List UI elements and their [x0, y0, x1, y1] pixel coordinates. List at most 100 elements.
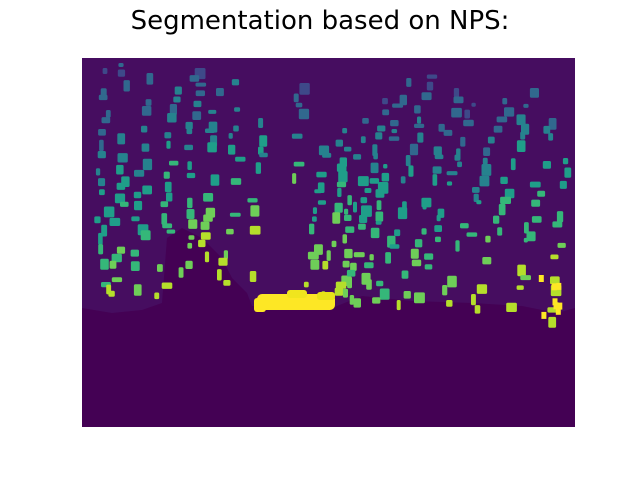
segment-blob — [396, 300, 401, 311]
segment-blob — [436, 214, 441, 222]
segment-blob — [424, 253, 434, 260]
segment-blob — [141, 106, 152, 116]
segment-blob — [161, 213, 168, 225]
segment-blob — [108, 290, 115, 297]
segmentation-image — [82, 58, 575, 427]
segment-blob — [133, 284, 142, 296]
segment-blob — [350, 262, 357, 271]
segment-blob — [476, 200, 482, 205]
segment-blob — [421, 228, 427, 235]
segment-blob — [375, 132, 383, 140]
segment-blob — [414, 105, 421, 114]
segment-blob — [134, 169, 145, 177]
segment-blob — [410, 248, 419, 259]
segment-blob — [342, 260, 350, 268]
segment-blob — [414, 239, 423, 248]
segment-blob — [344, 214, 352, 221]
segment-blob — [116, 164, 124, 175]
segment-blob — [291, 133, 303, 139]
segment-blob — [389, 244, 400, 249]
segment-blob — [353, 298, 361, 308]
segment-blob — [399, 94, 407, 106]
segment-blob — [502, 98, 508, 105]
segment-blob — [216, 88, 224, 97]
segment-blob — [98, 129, 106, 136]
segment-blob — [446, 171, 458, 176]
segment-blob — [353, 252, 365, 258]
segment-blob — [117, 69, 126, 77]
segment-blob — [497, 227, 503, 236]
wall-region — [82, 58, 575, 313]
segment-blob — [166, 229, 176, 234]
segment-blob — [318, 145, 330, 156]
segment-blob — [223, 280, 231, 286]
segment-blob — [169, 104, 177, 115]
segment-blob — [198, 239, 206, 248]
segment-blob — [373, 152, 378, 160]
segment-blob — [334, 287, 344, 296]
segment-blob — [292, 173, 297, 184]
segment-blob — [454, 154, 461, 161]
segment-blob — [111, 253, 122, 263]
segment-blob — [94, 216, 101, 224]
segment-blob — [188, 219, 198, 229]
segment-blob — [524, 222, 529, 234]
segment-blob — [510, 158, 516, 171]
segment-blob — [451, 107, 462, 118]
segment-blob — [314, 189, 322, 194]
segment-blob — [397, 207, 408, 220]
segment-blob — [98, 178, 106, 187]
segment-blob — [543, 125, 551, 134]
segment-blob — [116, 246, 126, 254]
segment-blob — [99, 139, 104, 152]
segment-blob — [516, 140, 526, 152]
segment-blob — [164, 181, 172, 193]
segment-blob — [472, 187, 480, 193]
segment-blob — [101, 117, 111, 124]
segment-blob — [455, 240, 460, 252]
segment-blob — [556, 282, 562, 290]
segment-blob — [414, 123, 425, 128]
yellow-object — [254, 290, 335, 312]
segment-blob — [390, 120, 399, 127]
segment-blob — [258, 118, 264, 128]
segment-blob — [223, 250, 228, 260]
segment-blob — [358, 223, 366, 230]
segment-blob — [357, 176, 369, 187]
segment-blob — [163, 171, 170, 179]
segment-blob — [250, 205, 260, 217]
segment-blob — [506, 302, 517, 312]
segment-blob — [548, 118, 557, 130]
segment-blob — [411, 259, 422, 267]
segment-blob — [417, 132, 424, 143]
segment-blob — [447, 275, 457, 288]
segment-blob — [208, 109, 217, 114]
segment-blob — [157, 264, 163, 272]
segment-blob — [98, 94, 108, 101]
segment-blob — [166, 192, 173, 202]
segment-blob — [349, 295, 355, 305]
segment-blob — [381, 172, 390, 182]
segment-blob — [538, 275, 544, 282]
segment-blob — [364, 188, 372, 193]
segment-blob — [102, 68, 108, 74]
segment-blob — [406, 78, 412, 87]
segment-blob — [446, 181, 453, 186]
segment-blob — [293, 161, 305, 167]
segment-blob — [322, 152, 332, 158]
segment-blob — [255, 162, 261, 174]
segment-blob — [550, 276, 560, 285]
segment-blob — [249, 271, 257, 282]
segment-blob — [464, 109, 470, 119]
figure-title: Segmentation based on NPS: — [130, 6, 510, 36]
segment-blob — [434, 154, 444, 160]
segment-blob — [366, 279, 372, 290]
segment-blob — [537, 190, 546, 197]
segment-blob — [235, 156, 246, 162]
segment-blob — [188, 235, 195, 240]
segment-blob — [335, 139, 343, 147]
segment-blob — [310, 259, 320, 270]
segment-blob — [247, 198, 258, 203]
segment-blob — [174, 86, 182, 95]
segment-blob — [258, 146, 264, 155]
